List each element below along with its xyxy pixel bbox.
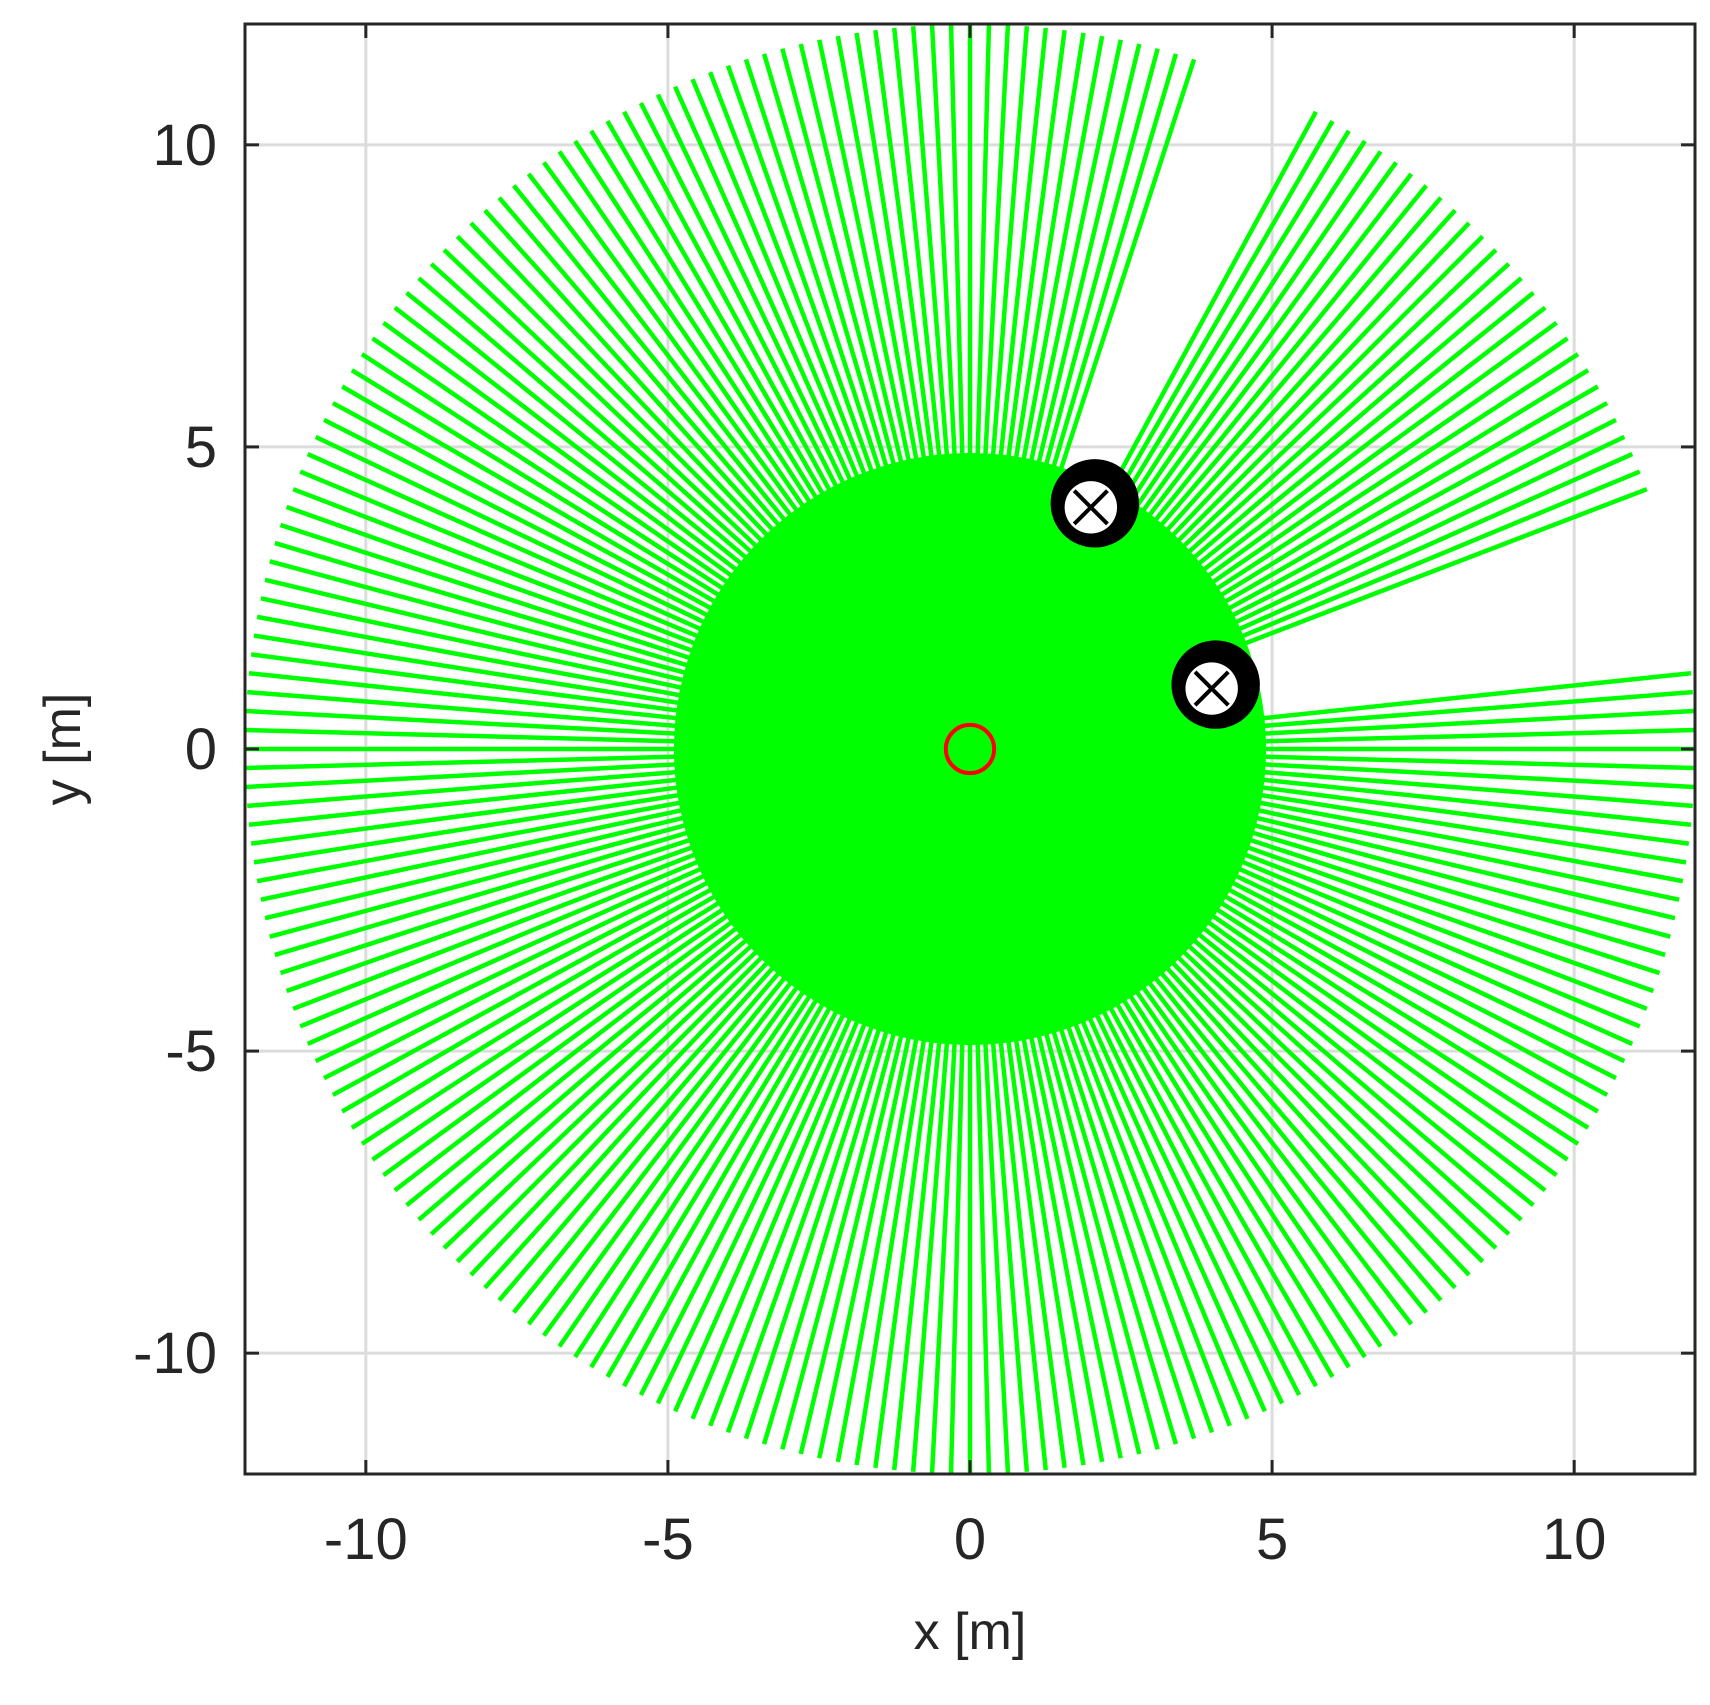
- y-tick-label: -5: [165, 1019, 217, 1084]
- lidar-rays: [245, 24, 1695, 1474]
- tick-labels: -10 -5 0 5 10 -10 -5 0 5 10: [133, 24, 1695, 1572]
- x-tick-label: 10: [1542, 1507, 1607, 1572]
- lidar-dense-core: [673, 452, 1267, 1046]
- markers: [943, 459, 1260, 776]
- y-tick-label: -10: [133, 1321, 217, 1386]
- y-axis-label: y [m]: [34, 693, 92, 806]
- y-tick-label: 5: [185, 415, 217, 480]
- obstacle-x-marker: [1193, 670, 1230, 707]
- x-tick-label: -5: [642, 1507, 694, 1572]
- x-axis-label: x [m]: [914, 1603, 1027, 1661]
- sensor-marker: [943, 722, 997, 776]
- x-tick-label: 5: [1256, 1507, 1288, 1572]
- y-tick-label: 10: [152, 113, 217, 178]
- x-tick-label: -10: [324, 1507, 408, 1572]
- x-tick-label: 0: [954, 1507, 986, 1572]
- obstacle-x-marker: [1072, 489, 1109, 526]
- y-tick-label: 0: [185, 717, 217, 782]
